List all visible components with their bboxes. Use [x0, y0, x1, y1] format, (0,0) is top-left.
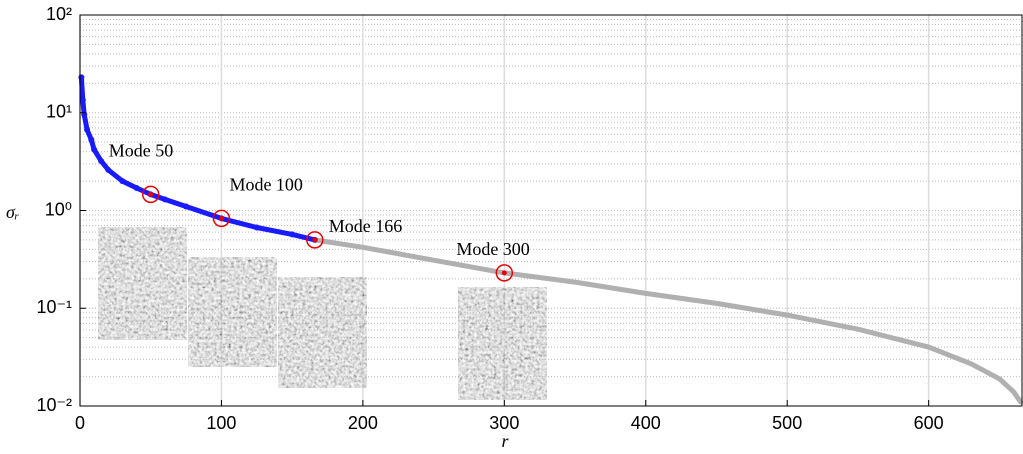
- highlight-dot: [148, 191, 154, 197]
- mode-image: [98, 227, 187, 340]
- y-tick-label: 10⁰: [45, 199, 72, 219]
- plot: Mode 50 Mode 100 Mode 166 Mode 300: [78, 74, 1023, 405]
- mode-image: [278, 277, 367, 388]
- annotation: Mode 50: [109, 141, 174, 161]
- highlight-ring: [212, 209, 231, 228]
- y-axis-label: σᵣ: [6, 202, 19, 222]
- point: [253, 224, 260, 231]
- highlight-dot: [312, 237, 318, 243]
- annotation: Mode 100: [229, 175, 303, 195]
- x-tick-label: 500: [772, 413, 802, 433]
- mode-images: [98, 227, 547, 400]
- point: [84, 126, 91, 133]
- highlight-dot: [218, 215, 224, 221]
- point: [289, 231, 296, 238]
- x-tick-label: 100: [206, 413, 236, 433]
- mode-image: [188, 257, 277, 367]
- point: [133, 184, 140, 191]
- annotation: Mode 166: [329, 216, 403, 236]
- highlight-ring: [141, 185, 160, 204]
- highlight-ring: [306, 231, 324, 249]
- point: [88, 136, 95, 143]
- highlight-ring: [495, 264, 514, 282]
- y-tick-label: 10⁻¹: [36, 297, 72, 317]
- x-tick-label: 600: [914, 413, 944, 433]
- point: [161, 196, 168, 203]
- mode-image: [458, 287, 547, 400]
- series-line: [312, 237, 1023, 405]
- point: [91, 146, 98, 153]
- point: [183, 203, 190, 210]
- x-tick-label: 400: [631, 413, 661, 433]
- point: [98, 158, 105, 165]
- point: [79, 97, 86, 104]
- y-tick-label: 10²: [46, 4, 72, 24]
- point: [78, 74, 85, 81]
- highlight-dot: [501, 270, 507, 276]
- point: [119, 178, 126, 185]
- x-tick-label: 0: [75, 413, 85, 433]
- x-tick-label: 300: [489, 413, 519, 433]
- point: [105, 166, 112, 173]
- y-tick-label: 10⁻²: [36, 395, 72, 415]
- x-tick-label: 200: [348, 413, 378, 433]
- x-axis-label: r: [501, 431, 509, 451]
- y-tick-label: 10¹: [46, 102, 72, 122]
- annotation: Mode 300: [456, 239, 530, 259]
